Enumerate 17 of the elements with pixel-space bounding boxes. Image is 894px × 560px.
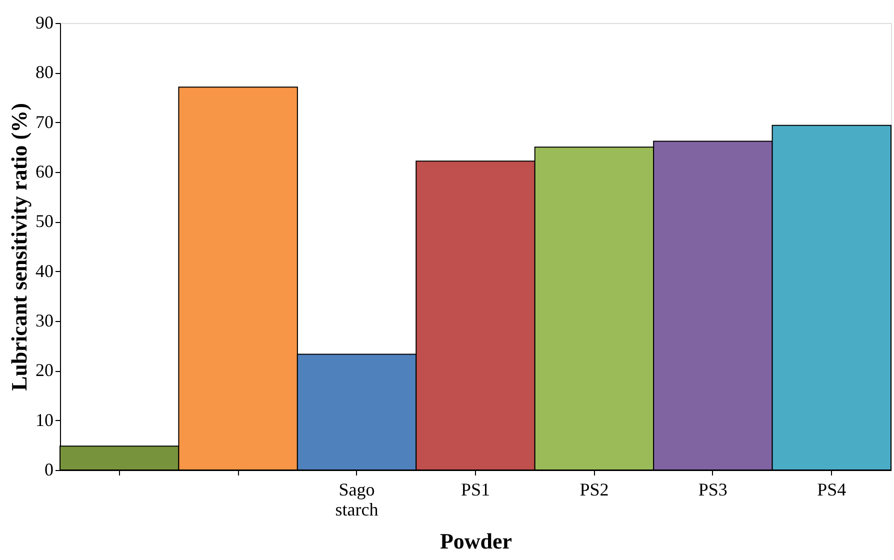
y-tick-label: 70 [36,112,54,132]
x-tick-label: PS4 [817,480,846,500]
y-tick-label: 30 [36,310,54,330]
x-tick-label: Sago starch [335,480,378,520]
y-tick-label: 0 [44,460,54,480]
y-tick-label: 10 [36,410,54,430]
x-tick-label: PS2 [580,480,609,500]
y-tick-label: 20 [36,360,54,380]
x-axis-title: Powder [440,528,512,554]
x-tick-label: PS3 [698,480,728,500]
y-tick-label: 60 [36,162,54,182]
y-tick-label: 80 [36,62,54,82]
x-tick-label: PS1 [460,480,490,500]
y-axis-title: Lubricant sensitivity ratio (%) [6,103,32,391]
y-tick-label: 90 [36,12,54,32]
y-tick-label: 50 [36,211,54,232]
y-tick-label: 40 [36,260,54,281]
